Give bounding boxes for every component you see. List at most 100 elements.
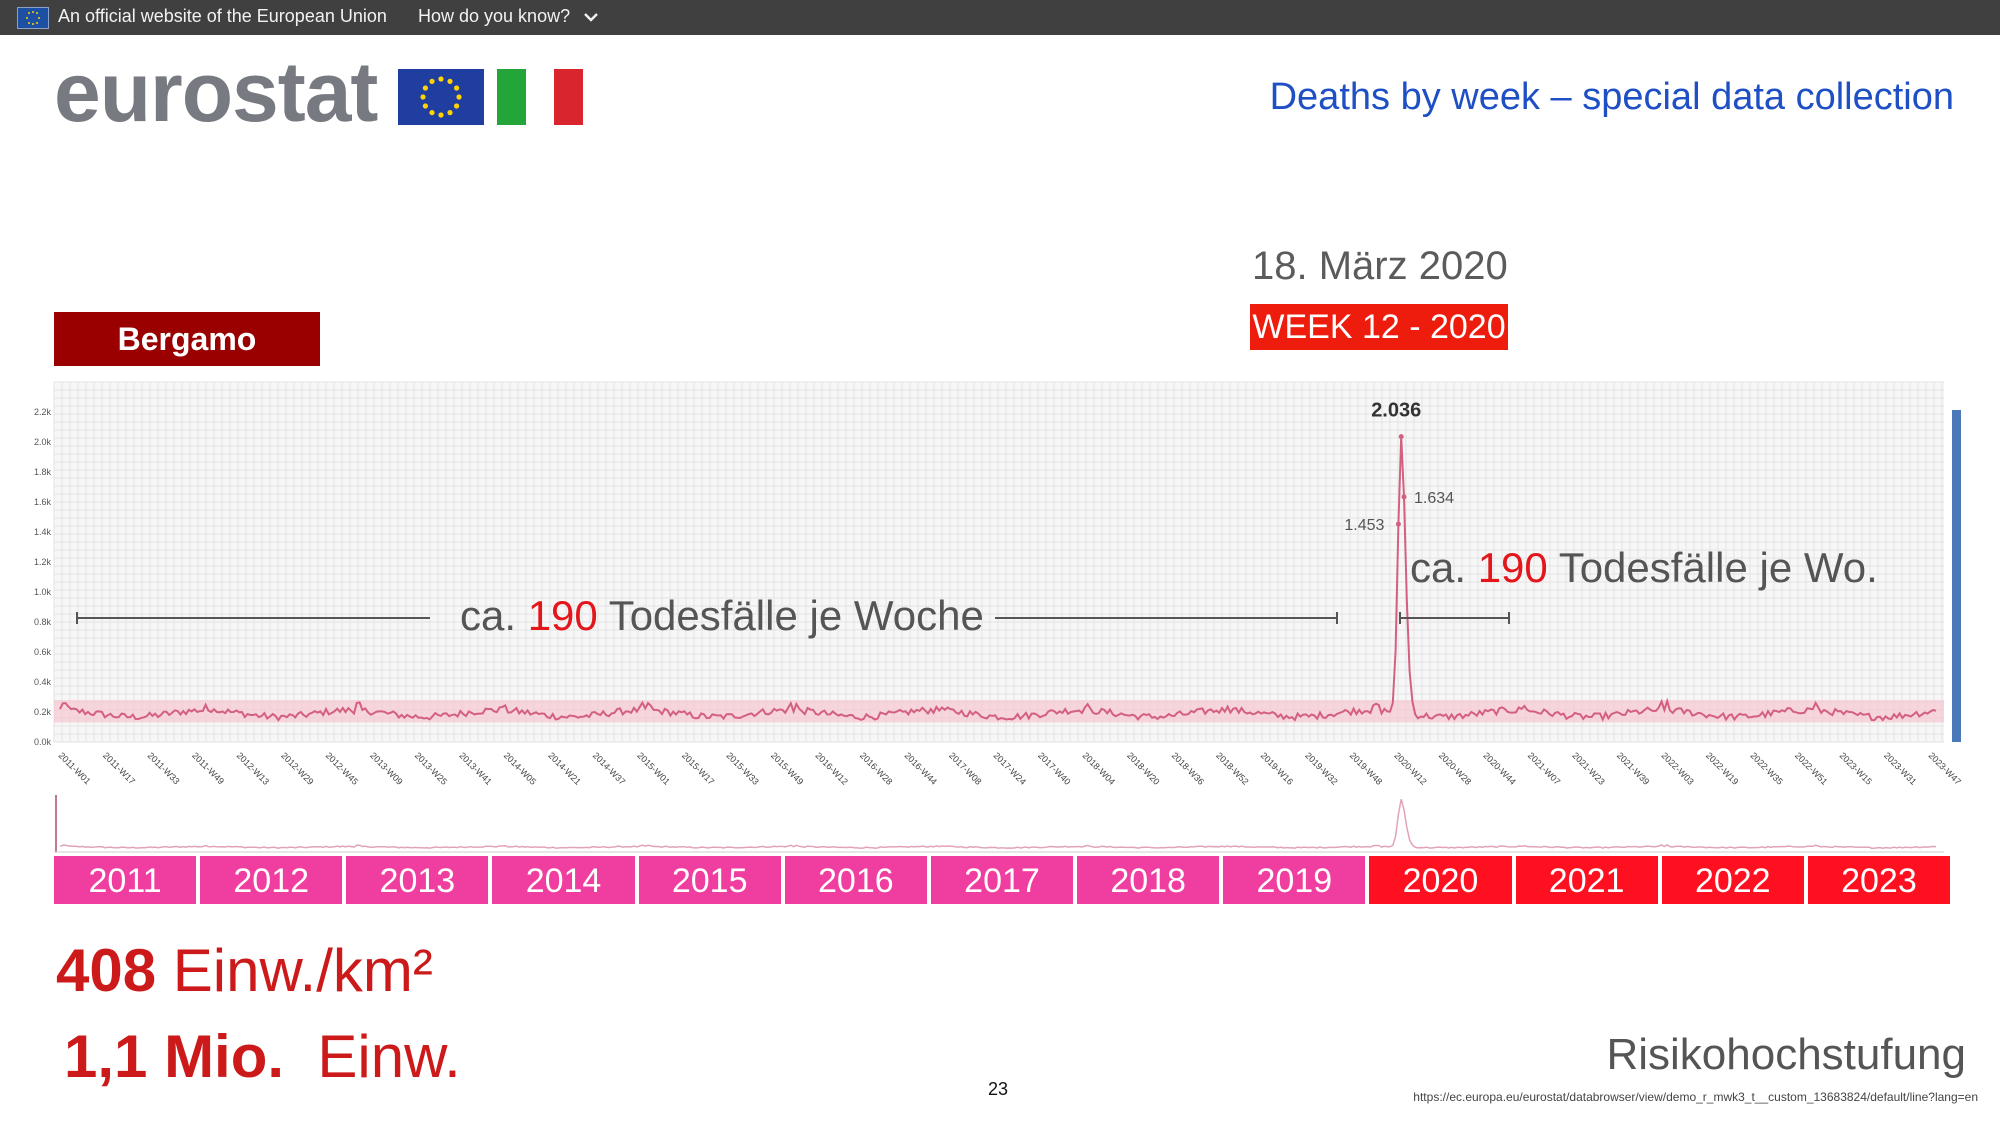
navigator-series-line (59, 799, 1937, 849)
peak-value-label: 1.634 (1414, 490, 1454, 507)
source-url-link[interactable]: https://ec.europa.eu/eurostat/databrowse… (1413, 1090, 1978, 1104)
x-tick-label: 2015-W01 (635, 750, 671, 786)
x-tick-label: 2015-W49 (769, 750, 805, 786)
y-tick-label: 0.8k (34, 617, 52, 627)
italy-flag-icon (497, 69, 584, 125)
year-2018-button[interactable]: 2018 (1077, 856, 1220, 904)
year-2020-button[interactable]: 2020 (1369, 856, 1512, 904)
x-tick-label: 2012-W13 (235, 750, 271, 786)
year-2023-button[interactable]: 2023 (1807, 856, 1950, 904)
page-number: 23 (988, 1079, 1009, 1099)
y-tick-label: 1.4k (34, 527, 52, 537)
x-tick-label: 2017-W08 (947, 750, 983, 786)
grid-lines (53, 381, 1944, 743)
year-2013-button[interactable]: 2013 (346, 856, 489, 904)
region-badge: Bergamo (54, 312, 320, 366)
y-tick-label: 1.2k (34, 557, 52, 567)
y-tick-label: 1.8k (34, 467, 52, 477)
y-tick-label: 0.6k (34, 647, 52, 657)
x-tick-label: 2023-W47 (1927, 750, 1963, 786)
year-2019-button[interactable]: 2019 (1223, 856, 1366, 904)
x-tick-label: 2019-W16 (1259, 750, 1295, 786)
x-tick-label: 2022-W35 (1748, 750, 1784, 786)
population: 1,1 Mio. Einw. (64, 1022, 461, 1091)
x-tick-label: 2018-W52 (1214, 750, 1250, 786)
population-density: 408 Einw./km² (56, 936, 433, 1005)
peak-point (1395, 521, 1401, 527)
x-tick-label: 2023-W31 (1882, 750, 1918, 786)
year-2012-button[interactable]: 2012 (200, 856, 343, 904)
year-2016-button[interactable]: 2016 (784, 856, 927, 904)
year-2022-button[interactable]: 2022 (1661, 856, 1804, 904)
week-badge: WEEK 12 - 2020 (1250, 304, 1508, 350)
x-tick-label: 2020-W44 (1481, 750, 1517, 786)
population-unit: Einw. (284, 1023, 461, 1090)
x-tick-label: 2013-W25 (413, 750, 449, 786)
x-tick-label: 2019-W48 (1348, 750, 1384, 786)
annotation-right-prefix: ca. (1410, 544, 1478, 591)
x-tick-label: 2022-W03 (1659, 750, 1695, 786)
peak-value-label: 2.036 (1371, 400, 1421, 422)
x-tick-label: 2013-W41 (457, 750, 493, 786)
x-tick-label: 2018-W04 (1081, 750, 1117, 786)
x-tick-label: 2016-W28 (858, 750, 894, 786)
y-tick-label: 2.2k (34, 407, 52, 417)
annotation-right-number: 190 (1477, 544, 1548, 591)
normal-range-band (54, 700, 1944, 723)
x-tick-label: 2011-W17 (101, 750, 137, 786)
peak-point (1398, 434, 1404, 440)
plot-background (54, 382, 1944, 742)
x-tick-label: 2022-W51 (1793, 750, 1829, 786)
year-selector: 2011 2012 2013 2014 2015 2016 2017 2018 2019 2020… (54, 856, 1950, 904)
eurostat-logo[interactable]: eurostat (54, 45, 378, 139)
x-tick-label: 2012-W29 (279, 750, 315, 786)
density-number: 408 (56, 937, 157, 1004)
x-tick-label: 2017-W24 (992, 750, 1028, 786)
x-tick-label: 2018-W20 (1125, 750, 1161, 786)
x-tick-label: 2016-W44 (903, 750, 939, 786)
x-tick-label: 2021-W23 (1570, 750, 1606, 786)
page-title: Deaths by week – special data collection (1269, 76, 1954, 118)
eu-flag-icon (17, 7, 49, 29)
x-tick-label: 2014-W37 (591, 750, 627, 786)
year-2011-button[interactable]: 2011 (54, 856, 197, 904)
x-tick-label: 2017-W40 (1036, 750, 1072, 786)
x-tick-label: 2019-W32 (1303, 750, 1339, 786)
annotation-left-suffix: Todesfälle je Woche (597, 592, 984, 639)
year-2015-button[interactable]: 2015 (638, 856, 781, 904)
x-tick-label: 2011-W49 (190, 750, 226, 786)
x-tick-label: 2015-W33 (724, 750, 760, 786)
how-do-you-know-link[interactable]: How do you know? (418, 6, 571, 26)
population-number: 1,1 Mio. (64, 1023, 285, 1090)
year-2014-button[interactable]: 2014 (492, 856, 635, 904)
x-tick-label: 2014-W05 (502, 750, 538, 786)
highlight-date: 18. März 2020 (1252, 244, 1508, 288)
eu-official-bar: An official website of the European Unio… (0, 0, 2000, 35)
year-2017-button[interactable]: 2017 (930, 856, 1074, 904)
vertical-scrollbar (1952, 410, 1961, 742)
density-unit: Einw./km² (156, 937, 433, 1004)
x-tick-label: 2018-W36 (1170, 750, 1206, 786)
x-tick-label: 2021-W07 (1526, 750, 1562, 786)
x-tick-label: 2015-W17 (680, 750, 716, 786)
year-2021-button[interactable]: 2021 (1515, 856, 1658, 904)
annotation-right: ca. 190 Todesfälle je Wo. (1410, 544, 1878, 592)
chevron-down-icon[interactable] (582, 6, 600, 33)
x-tick-label: 2016-W12 (813, 750, 849, 786)
x-tick-label: 2013-W09 (368, 750, 404, 786)
y-tick-label: 1.6k (34, 497, 52, 507)
y-tick-label: 2.0k (34, 437, 52, 447)
peak-value-label: 1.453 (1344, 517, 1384, 534)
y-tick-label: 0.4k (34, 677, 52, 687)
x-tick-label: 2014-W21 (546, 750, 582, 786)
risk-label: Risikohochstufung (1606, 1030, 1966, 1079)
y-tick-label: 0.2k (34, 707, 52, 717)
annotation-left-prefix: ca. (460, 592, 528, 639)
official-website-text: An official website of the European Unio… (58, 6, 387, 26)
annotation-right-suffix: Todesfälle je Wo. (1547, 544, 1878, 591)
y-tick-label: 1.0k (34, 587, 52, 597)
x-tick-label: 2020-W28 (1437, 750, 1473, 786)
x-tick-label: 2011-W01 (57, 750, 93, 786)
annotation-left: ca. 190 Todesfälle je Woche (460, 592, 984, 640)
